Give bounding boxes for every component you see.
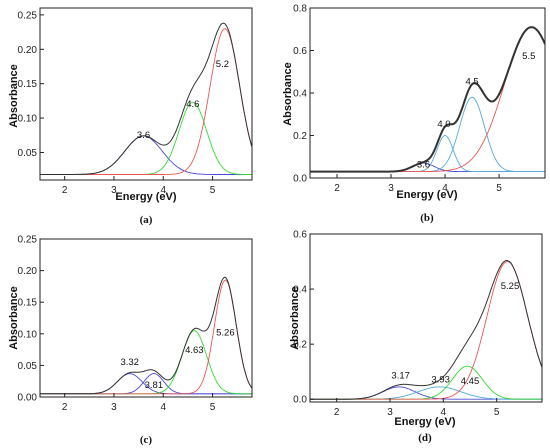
y-axis-label: Absorbance	[282, 62, 294, 126]
y-axis-label: Absorbance	[289, 286, 301, 350]
y-tick-label: 0.8	[293, 4, 307, 15]
y-tick-label: 0.0	[293, 174, 307, 185]
plot-frame	[309, 7, 546, 179]
peak-annotation-5.5: 5.5	[522, 51, 535, 62]
plot-area	[40, 276, 252, 395]
peak-annotation-3.32: 3.32	[120, 357, 139, 368]
x-tick-label: 4	[160, 185, 166, 196]
y-tick-label: 0.05	[18, 148, 38, 159]
y-axis-label: Absorbance	[8, 64, 20, 128]
panel-d: 2 3 4 5 0.0 0.2 0.4 0.6 Energy (eV) Absorbance 3.1…	[289, 230, 543, 444]
y-tick-label: 0.20	[18, 266, 38, 277]
y-tick-label: 0.15	[18, 298, 38, 309]
peak-annotation-3.17: 3.17	[391, 371, 410, 382]
y-tick-label: 0.25	[18, 235, 38, 246]
x-tick-label: 2	[334, 183, 340, 194]
peak-annotation-3.6: 3.6	[417, 159, 430, 170]
x-tick-label: 4	[160, 402, 166, 413]
peak-annotation-4.6: 4.6	[186, 99, 199, 110]
panel-a: 2 3 4 5 0.05 0.10 0.15 0.20 0.25 Energy (eV) Absor…	[8, 7, 253, 226]
panel-label: (d)	[418, 432, 432, 444]
y-tick-label: 0.05	[18, 361, 38, 372]
y-tick-label: 0.10	[18, 329, 38, 340]
total-absorbance-curve	[310, 260, 542, 400]
x-tick-label: 4	[441, 407, 447, 418]
y-tick-label: 0.4	[293, 285, 307, 296]
total-absorbance-curve	[40, 22, 252, 175]
x-tick-label: 2	[62, 185, 68, 196]
peak-annotation-4.63: 4.63	[185, 345, 204, 356]
x-tick-label: 5	[496, 183, 502, 194]
x-tick-label: 3	[388, 183, 394, 194]
x-tick-label: 2	[62, 402, 68, 413]
total-absorbance-curve	[310, 26, 545, 173]
peak-annotation-5.26: 5.26	[216, 328, 235, 339]
x-axis-label: Energy (eV)	[396, 189, 457, 201]
panel-label: (c)	[140, 434, 153, 446]
peak-annotation-5.25: 5.25	[501, 281, 520, 292]
plot-area	[40, 22, 252, 175]
plot-frame	[309, 233, 543, 403]
x-tick-label: 5	[210, 402, 216, 413]
y-axis-label: Absorbance	[8, 286, 20, 350]
x-tick-label: 3	[387, 407, 393, 418]
y-tick-label: 0.2	[293, 131, 307, 142]
x-tick-label: 5	[494, 407, 500, 418]
peak-annotation-3.81: 3.81	[145, 380, 164, 391]
plot-frame	[39, 7, 253, 181]
y-tick-label: 0.25	[18, 10, 38, 21]
panel-label: (a)	[140, 214, 153, 226]
plot-area	[310, 260, 542, 400]
y-tick-label: 0.20	[18, 45, 38, 56]
x-tick-label: 2	[334, 407, 340, 418]
peak-annotation-4.0: 4.0	[437, 119, 450, 130]
panel-c: 2 3 4 5 0.00 0.05 0.10 0.15 0.20 0.25 Absorbance 3.…	[8, 235, 253, 446]
peak-annotation-3.93: 3.93	[431, 375, 450, 386]
y-tick-label: 0.10	[18, 114, 38, 125]
y-tick-label: 0.6	[293, 230, 307, 241]
y-tick-label: 0.15	[18, 79, 38, 90]
x-tick-label: 4	[442, 183, 448, 194]
x-tick-label: 5	[210, 185, 216, 196]
plot-area	[310, 26, 545, 173]
y-tick-label: 0.4	[293, 89, 307, 100]
y-tick-label: 0.00	[18, 393, 38, 404]
peak-curve-3.93	[310, 386, 542, 400]
plot-frame	[39, 238, 253, 398]
peak-curve-3.6	[40, 135, 252, 175]
peak-annotation-5.2: 5.2	[216, 59, 229, 70]
peak-annotation-3.6: 3.6	[137, 130, 150, 141]
peak-curve-5.5	[310, 26, 545, 173]
x-axis-label: Energy (eV)	[115, 191, 176, 203]
panel-b: 2 3 4 5 0.0 0.2 0.4 0.6 0.8 Energy (eV) Absorbance…	[282, 4, 546, 224]
peak-curve-5.2	[40, 28, 252, 175]
total-absorbance-curve	[40, 276, 252, 395]
y-tick-label: 0.6	[293, 46, 307, 57]
panel-label: (b)	[420, 212, 434, 224]
peak-annotation-4.45: 4.45	[461, 376, 480, 387]
peak-curve-4.45	[310, 365, 542, 400]
peak-annotation-4.5: 4.5	[465, 77, 478, 88]
y-tick-label: 0.0	[293, 395, 307, 406]
y-tick-label: 0.2	[293, 340, 307, 351]
x-tick-label: 3	[111, 402, 117, 413]
x-tick-label: 3	[111, 185, 117, 196]
x-axis-label: Energy (eV)	[394, 416, 455, 428]
